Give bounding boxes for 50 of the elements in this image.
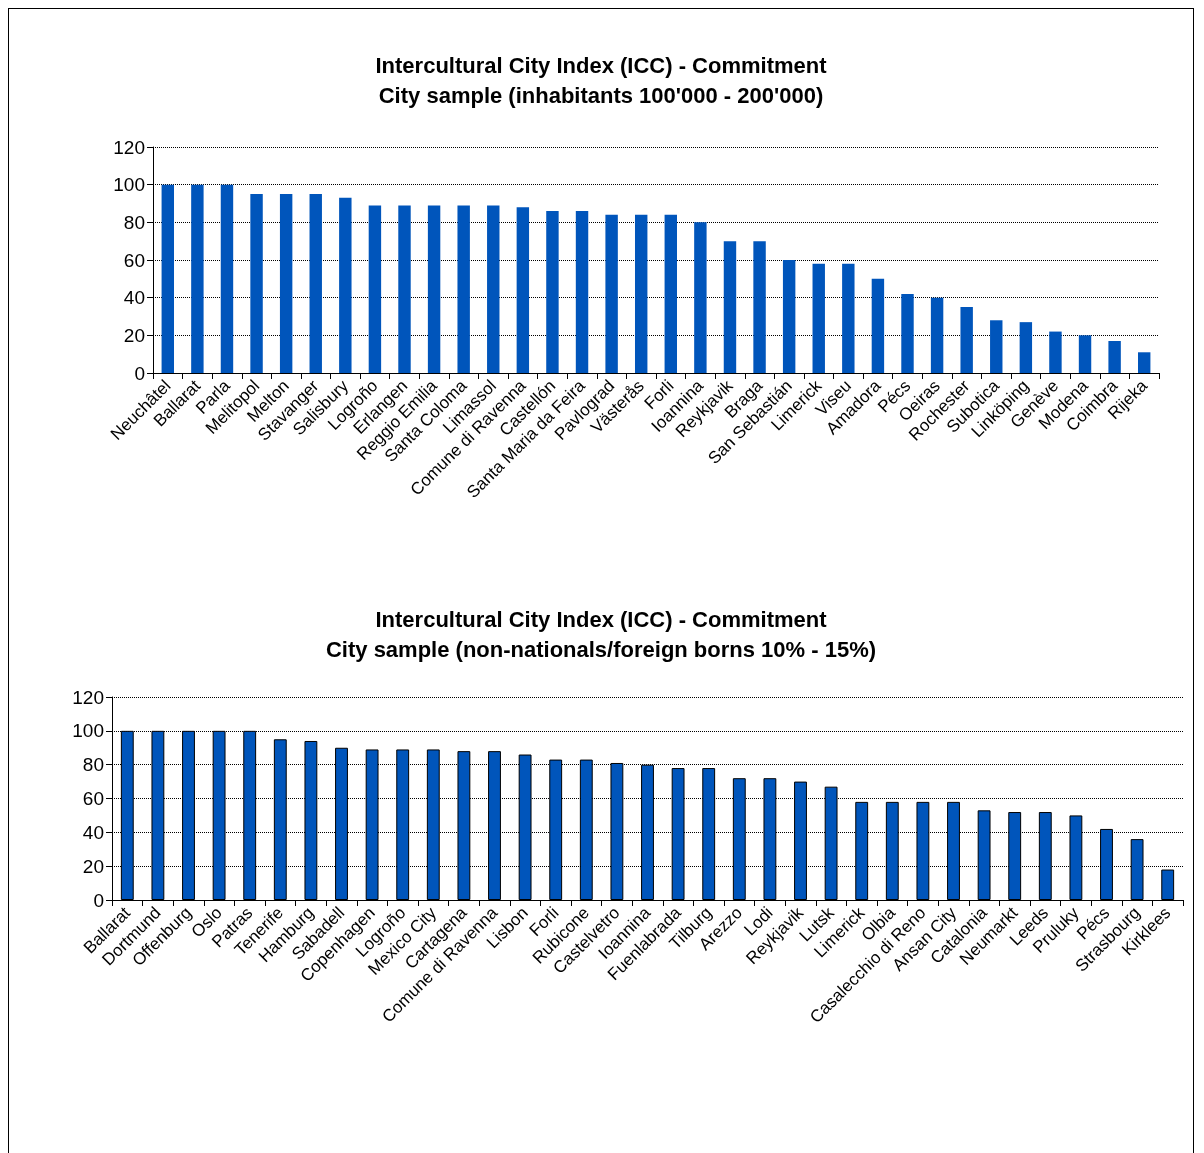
y-tick-label: 80 bbox=[123, 211, 145, 233]
y-tick-label: 120 bbox=[72, 686, 104, 708]
y-tick-label: 0 bbox=[93, 889, 104, 911]
y-tick-label: 40 bbox=[123, 287, 145, 309]
chart-title: Intercultural City Index (ICC) - Commitment City sample (inhabitants 100'000 - 200'000) bbox=[375, 52, 828, 108]
bar bbox=[723, 241, 737, 373]
y-tick-label: 120 bbox=[113, 136, 145, 158]
bar bbox=[250, 194, 263, 373]
y-tick-label: 20 bbox=[82, 855, 104, 877]
y-tick-label: 0 bbox=[134, 362, 145, 384]
y-tick-label: 80 bbox=[82, 754, 104, 776]
bar bbox=[161, 184, 175, 373]
bar bbox=[457, 205, 470, 373]
bar bbox=[990, 320, 1003, 373]
bar bbox=[694, 222, 707, 373]
bar bbox=[842, 263, 855, 373]
y-tick-label: 100 bbox=[113, 174, 145, 196]
bar bbox=[575, 211, 589, 373]
y-tick-label: 20 bbox=[123, 324, 145, 346]
y-tick-label: 100 bbox=[72, 720, 104, 742]
bar bbox=[191, 184, 204, 373]
bar bbox=[901, 293, 914, 373]
bar bbox=[812, 263, 825, 373]
bar bbox=[546, 211, 559, 373]
bar bbox=[782, 260, 796, 373]
bar bbox=[339, 197, 352, 373]
bar bbox=[1108, 340, 1121, 373]
y-tick-label: 60 bbox=[82, 788, 104, 809]
bar bbox=[1137, 352, 1151, 373]
bar bbox=[279, 194, 293, 373]
y-tick-label: 40 bbox=[82, 821, 104, 843]
bar bbox=[605, 214, 618, 373]
bar bbox=[309, 194, 322, 373]
bar bbox=[1019, 322, 1033, 373]
bar bbox=[516, 207, 530, 373]
bar bbox=[634, 214, 648, 373]
bar bbox=[664, 214, 678, 373]
bar bbox=[960, 307, 973, 373]
y-tick-label: 60 bbox=[123, 249, 145, 271]
bar bbox=[753, 241, 766, 373]
bar bbox=[220, 184, 234, 373]
bar bbox=[487, 205, 500, 373]
bar bbox=[398, 205, 411, 373]
bar bbox=[1049, 331, 1062, 373]
bar bbox=[1078, 335, 1092, 373]
chart-title: Intercultural City Index (ICC) - Commitment City sample (non-nationals/foreign borns 10% - 15%) bbox=[325, 606, 877, 662]
bar bbox=[368, 205, 382, 373]
bar bbox=[427, 205, 441, 373]
bar bbox=[930, 297, 944, 373]
bar bbox=[871, 278, 885, 373]
